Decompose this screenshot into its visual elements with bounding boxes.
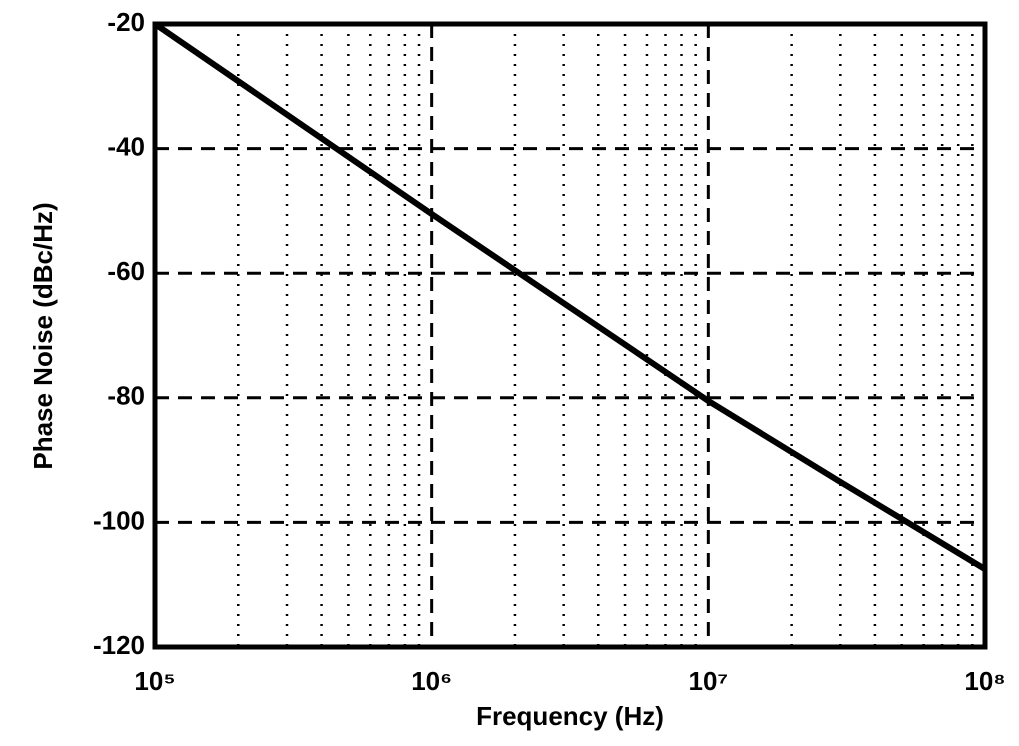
x-tick-label: 10⁵: [134, 666, 175, 696]
x-tick-label: 10⁷: [689, 666, 729, 696]
line: [153, 21, 987, 572]
y-tick-label: -80: [107, 381, 145, 411]
plot-frame: [152, 21, 988, 650]
y-tick-label: -100: [93, 505, 145, 535]
x-tick-label: 10⁸: [964, 666, 1005, 696]
y-axis-label: Phase Noise (dBc/Hz): [28, 202, 58, 469]
y-tick-label: -40: [107, 131, 145, 161]
y-tick-label: -60: [107, 256, 145, 286]
x-tick-label: 10⁶: [411, 666, 452, 696]
y-tick-label: -20: [107, 7, 145, 37]
y-tick-label: -120: [93, 630, 145, 660]
x-axis-label: Frequency (Hz): [476, 701, 664, 731]
